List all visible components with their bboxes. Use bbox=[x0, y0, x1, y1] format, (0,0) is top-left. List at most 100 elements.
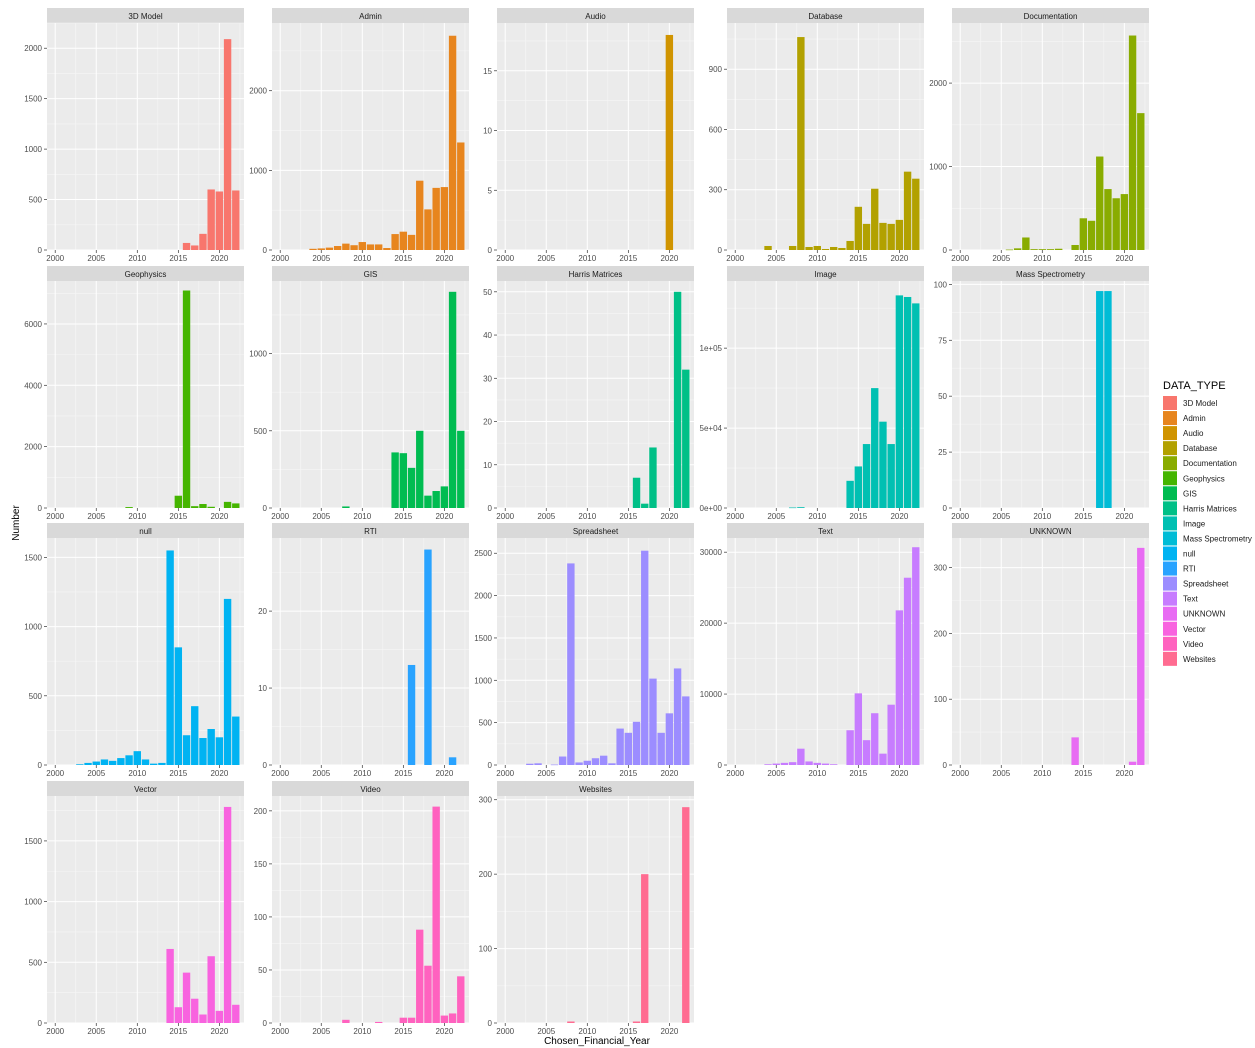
bar bbox=[342, 506, 350, 508]
panel-documentation: Documentation 0 1000 2000 2000 2005 2010 2015 20… bbox=[929, 8, 1149, 263]
facet-strip-label: null bbox=[139, 527, 152, 536]
y-tick-label: 150 bbox=[254, 860, 268, 869]
facet-strip bbox=[727, 266, 924, 281]
y-tick-label: 1500 bbox=[24, 95, 42, 104]
y-tick-label: 500 bbox=[29, 196, 43, 205]
bar bbox=[215, 737, 224, 765]
bar bbox=[903, 171, 912, 250]
x-tick-label: 2020 bbox=[890, 254, 908, 263]
x-tick-label: 2010 bbox=[808, 769, 826, 778]
y-tick-label: 2000 bbox=[24, 44, 42, 53]
x-tick-label: 2000 bbox=[271, 512, 289, 521]
bar bbox=[76, 764, 84, 765]
facet-strip-label: Admin bbox=[359, 12, 382, 21]
x-tick-label: 2015 bbox=[394, 512, 412, 521]
bar bbox=[407, 1017, 416, 1023]
y-tick-label: 0 bbox=[38, 761, 43, 770]
bar bbox=[207, 956, 215, 1023]
y-tick-label: 30000 bbox=[700, 548, 723, 557]
bar bbox=[448, 291, 457, 508]
x-tick-label: 2005 bbox=[87, 254, 105, 263]
facet-strip-label: Mass Spectrometry bbox=[1016, 270, 1085, 279]
bar bbox=[416, 430, 424, 508]
bar bbox=[624, 732, 633, 765]
bar bbox=[232, 1004, 240, 1023]
bar bbox=[342, 243, 350, 250]
y-tick-label: 200 bbox=[254, 807, 268, 816]
panel-null: null 0 500 1000 1500 2000 2005 2010 2015 2020 bbox=[24, 523, 244, 778]
bar bbox=[182, 290, 191, 508]
bar bbox=[912, 178, 920, 250]
bar bbox=[125, 755, 133, 765]
legend-label: Vector bbox=[1183, 625, 1206, 634]
legend-item-database: Database bbox=[1163, 441, 1218, 456]
x-tick-label: 2015 bbox=[169, 512, 187, 521]
facet-strip bbox=[952, 523, 1149, 538]
bar bbox=[174, 647, 183, 765]
x-tick-label: 2020 bbox=[435, 254, 453, 263]
bar bbox=[788, 245, 797, 250]
x-tick-label: 2010 bbox=[128, 1027, 146, 1036]
bar bbox=[821, 763, 830, 765]
x-tick-label: 2000 bbox=[496, 254, 514, 263]
panel-unknown: UNKNOWN 0 100 200 300 2000 2005 2010 2015 2020 bbox=[934, 523, 1149, 778]
x-tick-label: 2010 bbox=[353, 769, 371, 778]
bar bbox=[879, 222, 887, 250]
bar bbox=[534, 763, 542, 765]
bar bbox=[641, 874, 649, 1023]
bar bbox=[797, 37, 805, 250]
legend-label: 3D Model bbox=[1183, 399, 1217, 408]
x-tick-label: 2020 bbox=[890, 512, 908, 521]
panel-text: Text 0 10000 20000 30000 2000 2005 2010 2015 2020 bbox=[700, 523, 924, 778]
y-tick-label: 900 bbox=[709, 65, 723, 74]
x-tick-label: 2010 bbox=[353, 254, 371, 263]
bar bbox=[232, 716, 240, 765]
bar bbox=[391, 234, 399, 250]
panel-background bbox=[272, 281, 469, 508]
x-tick-label: 2015 bbox=[169, 254, 187, 263]
y-tick-label: 0 bbox=[943, 246, 948, 255]
y-tick-label: 0 bbox=[718, 761, 723, 770]
bar bbox=[108, 760, 117, 765]
bar bbox=[182, 242, 191, 250]
x-tick-label: 2005 bbox=[312, 769, 330, 778]
bar bbox=[649, 447, 657, 508]
y-tick-label: 20 bbox=[258, 607, 267, 616]
panel-background bbox=[497, 796, 694, 1023]
bar bbox=[424, 209, 432, 250]
bar bbox=[166, 550, 174, 765]
legend-swatch bbox=[1163, 651, 1177, 666]
bar bbox=[871, 188, 879, 250]
bar bbox=[1104, 189, 1112, 250]
panel-background bbox=[952, 281, 1149, 508]
x-tick-label: 2015 bbox=[169, 769, 187, 778]
panel-background bbox=[497, 538, 694, 765]
x-tick-label: 2020 bbox=[210, 512, 228, 521]
x-tick-label: 2020 bbox=[435, 769, 453, 778]
x-tick-label: 2005 bbox=[87, 769, 105, 778]
bar bbox=[232, 503, 240, 508]
y-tick-label: 1000 bbox=[249, 166, 267, 175]
bar bbox=[788, 507, 797, 509]
bar bbox=[682, 369, 690, 508]
bar bbox=[399, 231, 408, 250]
y-tick-label: 1000 bbox=[474, 676, 492, 685]
legend-label: Admin bbox=[1183, 414, 1206, 423]
panel-audio: Audio 0 5 10 15 2000 2005 2010 2015 2020 bbox=[483, 8, 694, 263]
bar bbox=[199, 738, 207, 765]
y-tick-label: 0e+00 bbox=[700, 504, 723, 513]
x-tick-label: 2010 bbox=[128, 769, 146, 778]
bar bbox=[407, 664, 416, 765]
facet-strip-label: UNKNOWN bbox=[1029, 527, 1071, 536]
x-tick-label: 2020 bbox=[435, 1027, 453, 1036]
x-tick-label: 2005 bbox=[992, 512, 1010, 521]
bar bbox=[862, 444, 871, 508]
panel-background bbox=[47, 281, 244, 508]
x-tick-label: 2010 bbox=[578, 769, 596, 778]
bar bbox=[862, 223, 871, 250]
bar bbox=[895, 295, 904, 508]
x-tick-label: 2015 bbox=[619, 512, 637, 521]
facet-strip bbox=[272, 266, 469, 281]
x-tick-label: 2020 bbox=[660, 1027, 678, 1036]
bar bbox=[862, 740, 871, 765]
